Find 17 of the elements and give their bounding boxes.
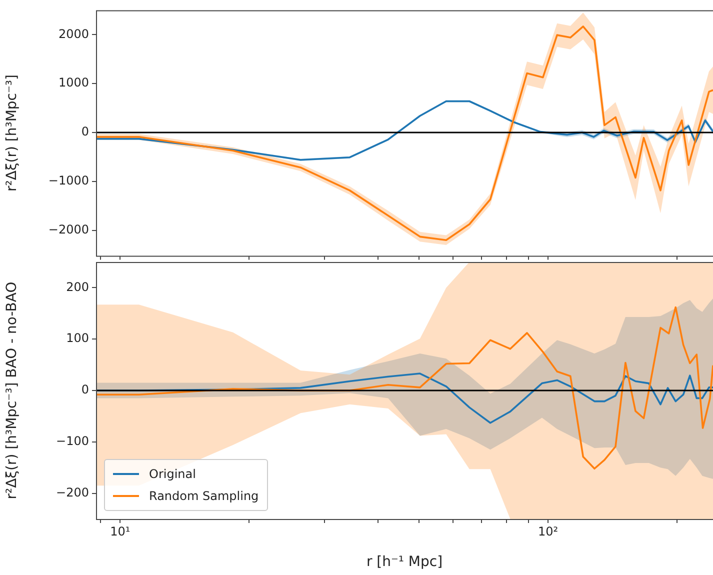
x-tick-label: 10¹ bbox=[110, 524, 130, 538]
y-tick-label: 0 bbox=[81, 382, 89, 397]
x-axis-title: r [h⁻¹ Mpc] bbox=[366, 554, 443, 570]
y-tick-label: −100 bbox=[56, 434, 89, 448]
y-tick-label: 0 bbox=[81, 124, 89, 139]
legend-label: Original bbox=[149, 467, 196, 481]
y-tick-label: 200 bbox=[66, 280, 89, 294]
y-tick-label: 1000 bbox=[58, 76, 89, 90]
y-tick-label: −200 bbox=[56, 485, 89, 500]
y-tick-label: 100 bbox=[66, 331, 89, 346]
x-tick-label: 10² bbox=[538, 524, 558, 538]
y-tick-label: −1000 bbox=[48, 174, 89, 188]
y-tick-label: 2000 bbox=[58, 26, 89, 41]
y-axis-title: r²Δξ(r) [h³Mpc⁻³] bbox=[4, 74, 20, 192]
y-tick-label: −2000 bbox=[48, 222, 89, 236]
y-axis-title: r²Δξ(r) [h³Mpc⁻³] BAO - no-BAO bbox=[4, 282, 20, 500]
legend-label: Random Sampling bbox=[149, 489, 259, 503]
